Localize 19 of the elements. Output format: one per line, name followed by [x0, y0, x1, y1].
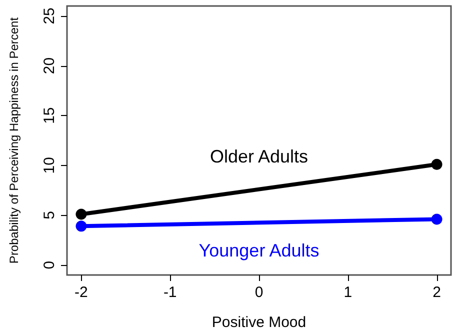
y-tick-label: 10 — [41, 157, 58, 174]
y-tick-label: 20 — [41, 57, 58, 74]
point — [76, 208, 87, 220]
y-tick-label: 25 — [41, 8, 58, 24]
series-label: Younger Adults — [198, 240, 320, 261]
y-tick-label: 15 — [41, 107, 58, 124]
y-tick-label: 0 — [41, 260, 58, 270]
point — [76, 220, 87, 232]
point — [431, 214, 442, 225]
x-tick-label: -1 — [163, 284, 177, 301]
y-tick-label: 5 — [41, 211, 58, 220]
x-tick-label: 2 — [432, 284, 441, 301]
x-tick-label: 0 — [254, 284, 264, 301]
x-tick-label: -2 — [74, 284, 88, 301]
y-axis-title: Probability of Perceiving Happiness in Percent — [7, 16, 21, 264]
series-label: Older Adults — [210, 146, 308, 166]
point — [431, 158, 442, 170]
x-axis-title: Positive Mood — [212, 314, 306, 331]
x-tick-label: 1 — [344, 284, 352, 301]
